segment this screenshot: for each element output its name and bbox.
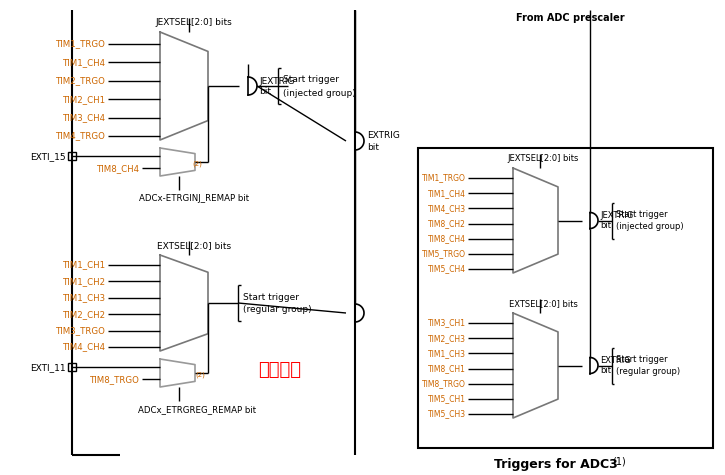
- Text: (injected group): (injected group): [283, 88, 356, 97]
- Text: TIM5_CH4: TIM5_CH4: [428, 265, 466, 274]
- Text: TIM4_CH3: TIM4_CH3: [428, 204, 466, 213]
- Text: (regular group): (regular group): [243, 305, 312, 314]
- Bar: [68, 152, 76, 161]
- Text: TIM4_TRGO: TIM4_TRGO: [56, 132, 106, 141]
- Text: EXTSEL[2:0] bits: EXTSEL[2:0] bits: [508, 299, 577, 308]
- Text: Triggers for ADC3: Triggers for ADC3: [494, 458, 618, 471]
- Text: TIM3_CH4: TIM3_CH4: [63, 113, 106, 122]
- Text: TIM1_CH4: TIM1_CH4: [63, 58, 106, 67]
- Text: Start trigger: Start trigger: [243, 293, 299, 302]
- Text: TIM3_TRGO: TIM3_TRGO: [56, 326, 106, 335]
- Text: TIM8_CH2: TIM8_CH2: [428, 219, 466, 228]
- Text: TIM5_TRGO: TIM5_TRGO: [422, 249, 466, 258]
- Text: ADCx_ETRGREG_REMAP bit: ADCx_ETRGREG_REMAP bit: [138, 405, 256, 414]
- Text: 触发模块: 触发模块: [259, 361, 302, 379]
- Text: EXTI_15: EXTI_15: [30, 152, 66, 161]
- Text: JEXTRIG: JEXTRIG: [259, 76, 294, 86]
- Text: (regular group): (regular group): [616, 367, 680, 376]
- Text: TIM8_CH1: TIM8_CH1: [428, 364, 466, 373]
- Text: Start trigger: Start trigger: [283, 76, 339, 85]
- Text: TIM8_TRGO: TIM8_TRGO: [90, 375, 140, 384]
- Bar: [68, 363, 76, 371]
- Text: bit: bit: [259, 87, 271, 96]
- Text: bit: bit: [600, 221, 611, 230]
- Text: ADCx-ETRGINJ_REMAP bit: ADCx-ETRGINJ_REMAP bit: [139, 194, 249, 203]
- Text: JEXTSEL[2:0] bits: JEXTSEL[2:0] bits: [507, 154, 579, 163]
- Text: bit: bit: [600, 366, 611, 375]
- Text: bit: bit: [367, 142, 379, 152]
- Text: TIM1_CH4: TIM1_CH4: [428, 189, 466, 198]
- Text: TIM2_CH1: TIM2_CH1: [63, 95, 106, 104]
- Text: TIM3_CH1: TIM3_CH1: [428, 319, 466, 327]
- Bar: [418, 148, 713, 448]
- Text: TIM1_CH3: TIM1_CH3: [63, 293, 106, 302]
- Text: TIM4_CH4: TIM4_CH4: [63, 342, 106, 352]
- Text: TIM1_CH2: TIM1_CH2: [63, 277, 106, 286]
- Text: TIM2_CH3: TIM2_CH3: [428, 333, 466, 342]
- Text: TIM1_CH3: TIM1_CH3: [428, 349, 466, 358]
- Text: TIM8_CH4: TIM8_CH4: [97, 164, 140, 172]
- Text: Start trigger: Start trigger: [616, 355, 668, 364]
- Text: EXTSEL[2:0] bits: EXTSEL[2:0] bits: [157, 241, 231, 250]
- Text: JEXTRIG: JEXTRIG: [600, 211, 633, 220]
- Text: Start trigger: Start trigger: [616, 210, 668, 219]
- Text: TIM8_TRGO: TIM8_TRGO: [422, 379, 466, 388]
- Text: (2): (2): [195, 372, 205, 379]
- Text: JEXTSEL[2:0] bits: JEXTSEL[2:0] bits: [156, 18, 233, 27]
- Text: TIM1_TRGO: TIM1_TRGO: [422, 173, 466, 182]
- Text: TIM1_TRGO: TIM1_TRGO: [56, 39, 106, 48]
- Text: TIM5_CH1: TIM5_CH1: [428, 394, 466, 403]
- Text: TIM8_CH4: TIM8_CH4: [428, 234, 466, 243]
- Text: From ADC prescaler: From ADC prescaler: [515, 13, 624, 23]
- Text: EXTRIG: EXTRIG: [600, 356, 631, 365]
- Text: TIM2_CH2: TIM2_CH2: [63, 310, 106, 319]
- Text: TIM2_TRGO: TIM2_TRGO: [56, 76, 106, 86]
- Text: EXTRIG: EXTRIG: [367, 132, 400, 141]
- Text: (2): (2): [192, 161, 202, 167]
- Text: (injected group): (injected group): [616, 222, 684, 231]
- Text: EXTI_11: EXTI_11: [30, 363, 66, 372]
- Text: TIM5_CH3: TIM5_CH3: [428, 409, 466, 418]
- Text: (1): (1): [613, 456, 626, 466]
- Text: TIM1_CH1: TIM1_CH1: [63, 260, 106, 269]
